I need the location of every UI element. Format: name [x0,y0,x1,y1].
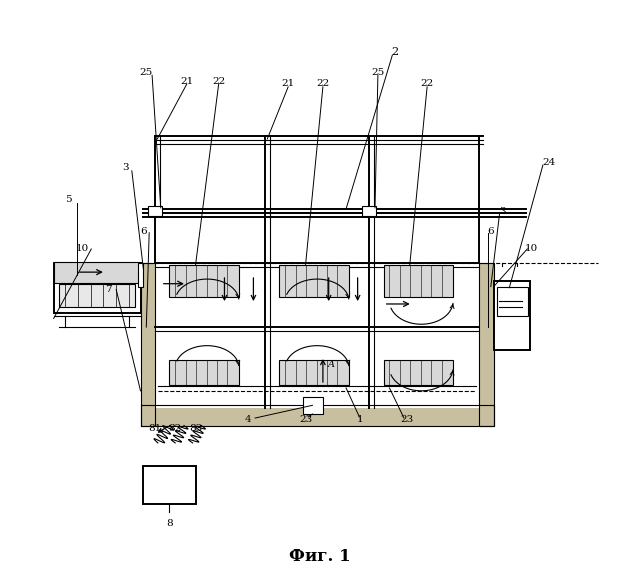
Text: 81: 81 [148,424,162,433]
Text: 8: 8 [166,519,173,529]
Text: 5: 5 [65,195,72,204]
Bar [479,263,493,426]
Text: 10: 10 [76,244,89,254]
Bar [497,287,528,316]
Text: 7: 7 [106,285,112,294]
Text: 3: 3 [499,207,506,216]
Text: 23: 23 [299,415,312,424]
Bar [155,263,479,408]
Text: 24: 24 [542,157,556,167]
Text: 2: 2 [392,47,399,57]
Text: 83: 83 [189,424,202,433]
Bar [54,263,141,313]
Text: 6: 6 [140,227,147,236]
Bar [143,466,195,504]
Bar [141,405,493,426]
Bar [384,360,453,385]
Bar [479,263,493,426]
Text: 10: 10 [525,244,538,254]
Bar [280,360,349,385]
Bar [362,206,376,216]
Text: A: A [328,360,335,369]
Bar [170,265,239,297]
Text: 23: 23 [400,415,413,424]
Text: 6: 6 [488,227,494,236]
Bar [493,281,530,350]
Bar [138,263,143,287]
Text: Фиг. 1: Фиг. 1 [289,548,351,566]
Text: 1: 1 [357,415,364,424]
Text: 25: 25 [140,68,153,77]
Bar [148,206,162,216]
Bar [60,284,135,307]
Text: 21: 21 [180,76,193,86]
Text: 22: 22 [316,79,330,89]
Text: 25: 25 [371,68,385,77]
Bar [141,405,493,426]
Text: 3: 3 [123,163,129,173]
Text: 21: 21 [282,79,295,89]
Bar [280,265,349,297]
Text: 82: 82 [168,424,182,433]
Text: 4: 4 [244,415,251,424]
Bar [303,397,323,414]
Text: 22: 22 [420,79,434,89]
Bar [384,265,453,297]
Bar [170,360,239,385]
Bar [54,262,141,283]
Bar [141,263,155,426]
Bar [141,263,155,426]
Text: 22: 22 [212,76,225,86]
